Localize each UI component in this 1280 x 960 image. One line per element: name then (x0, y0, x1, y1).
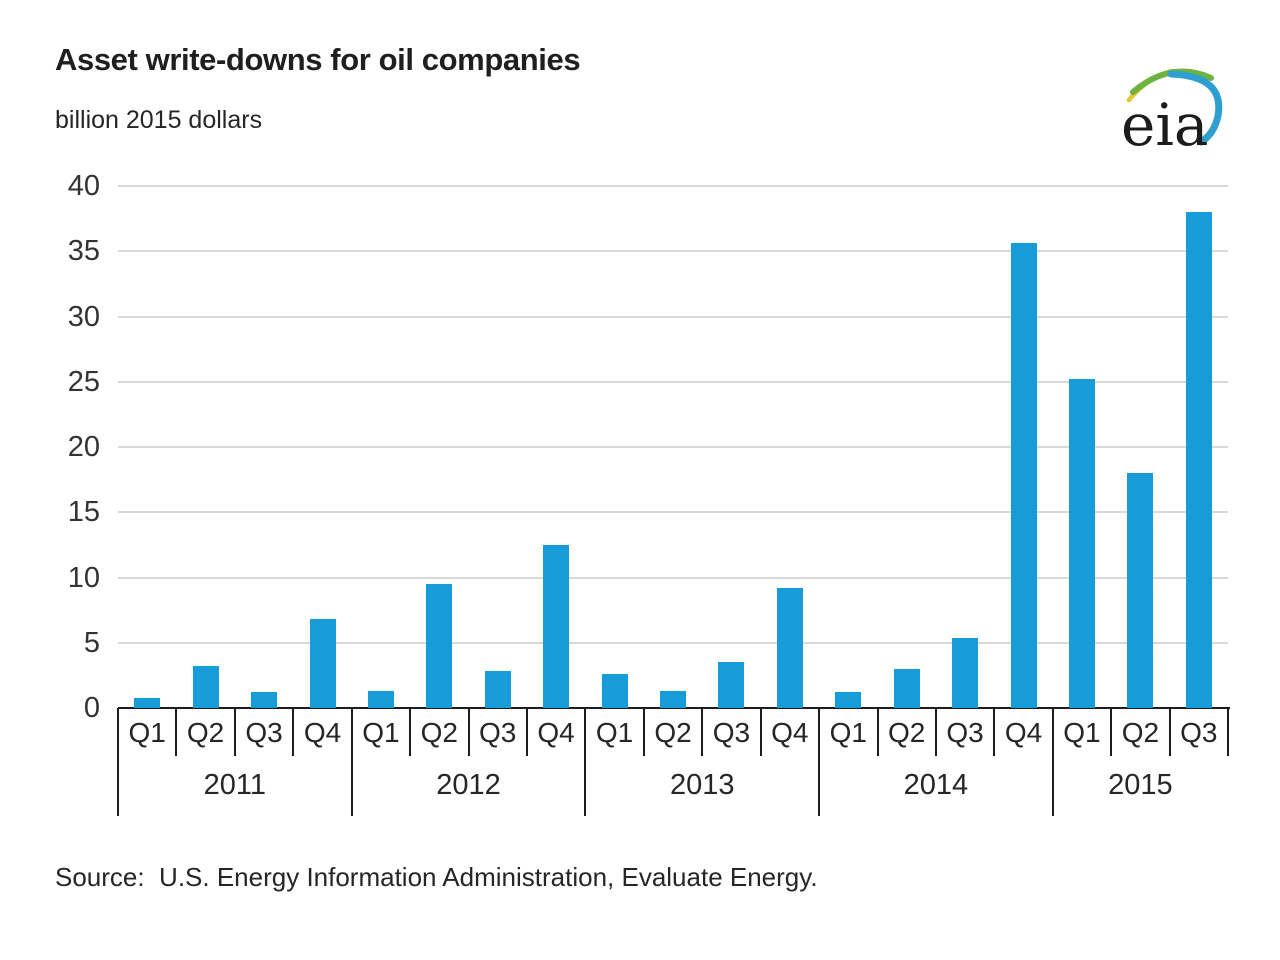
quarter-divider-line (1110, 708, 1113, 756)
year-divider-line (1051, 708, 1054, 816)
quarter-divider-line (701, 708, 704, 756)
chart-title: Asset write-downs for oil companies (55, 42, 581, 77)
bar (251, 692, 278, 708)
quarter-label: Q2 (654, 716, 692, 748)
year-label: 2013 (669, 768, 735, 801)
y-axis-tick-label: 35 (67, 235, 100, 268)
quarter-label: Q4 (537, 716, 575, 748)
quarter-label: Q4 (771, 716, 809, 748)
quarter-label: Q1 (362, 716, 400, 748)
year-divider-line (117, 708, 119, 816)
year-divider-line (350, 708, 353, 816)
bar (1185, 212, 1212, 708)
bar (1127, 473, 1154, 708)
quarter-divider-line (175, 708, 178, 756)
bar (718, 662, 745, 708)
eia-logo: eia (1115, 50, 1237, 159)
quarter-divider-line (642, 708, 645, 756)
quarter-label: Q4 (1004, 716, 1043, 748)
year-label: 2012 (436, 768, 501, 801)
gridline (118, 250, 1228, 253)
quarter-divider-line (409, 708, 412, 756)
year-divider-line (584, 708, 587, 816)
y-axis-tick-label: 30 (67, 300, 100, 333)
quarter-divider-line (934, 708, 937, 756)
bar (367, 691, 394, 708)
bar (426, 584, 453, 708)
logo-wordmark: eia (1121, 91, 1208, 158)
gridline (118, 576, 1228, 579)
plot-area: 0 5 10 15 20 25 30 35 40 Q1 Q2 Q3 Q4 Q1 Q2 Q3 Q4 Q1 Q2 Q3 Q4… (68, 170, 1230, 816)
quarter-label: Q3 (712, 716, 751, 748)
bar (484, 671, 511, 708)
quarter-label: Q3 (245, 716, 283, 748)
bar (776, 588, 803, 708)
x-axis-line (118, 707, 1230, 709)
y-axis-tick-label: 20 (67, 431, 100, 463)
quarter-label: Q1 (829, 716, 867, 748)
quarter-label: Q2 (420, 716, 458, 748)
bar (601, 674, 628, 708)
quarter-divider-line (292, 708, 295, 756)
quarter-divider-line (876, 708, 879, 756)
bar (543, 545, 570, 708)
chart-subtitle: billion 2015 dollars (55, 106, 263, 134)
bar (1068, 379, 1095, 708)
year-divider-line (818, 708, 821, 816)
bar (835, 692, 862, 708)
bar (1010, 243, 1037, 708)
quarter-label: Q2 (186, 716, 225, 748)
quarter-label: Q1 (1063, 716, 1101, 748)
bar (134, 698, 161, 708)
quarter-divider-line (1227, 708, 1229, 756)
y-axis-tick-label: 10 (67, 561, 100, 594)
y-axis-tick-label: 40 (67, 170, 100, 202)
y-axis-tick-label: 0 (83, 692, 100, 724)
quarter-divider-line (993, 708, 996, 756)
quarter-label: Q4 (303, 716, 342, 748)
year-label: 2014 (903, 768, 969, 801)
quarter-divider-line (759, 708, 762, 756)
bar (192, 666, 219, 708)
quarter-label: Q3 (946, 716, 984, 748)
quarter-label: Q3 (1180, 716, 1218, 748)
year-label: 2011 (203, 768, 267, 801)
bar (893, 669, 920, 708)
bar (309, 619, 336, 708)
bar (660, 691, 686, 708)
quarter-label: Q3 (479, 716, 517, 748)
quarter-divider-line (525, 708, 528, 756)
source-note: Source: U.S. Energy Information Administ… (55, 862, 818, 892)
gridline (118, 641, 1228, 644)
y-axis-tick-label: 5 (83, 626, 100, 659)
year-label: 2015 (1108, 768, 1173, 801)
quarter-label: Q2 (888, 716, 926, 748)
quarter-label: Q1 (595, 716, 634, 748)
gridline (118, 185, 1228, 187)
gridline (118, 511, 1228, 514)
gridline (118, 315, 1228, 318)
quarter-divider-line (233, 708, 236, 756)
bar (952, 638, 979, 708)
y-axis-tick-label: 25 (67, 365, 100, 398)
quarter-label: Q1 (128, 716, 166, 748)
gridline (118, 446, 1228, 448)
quarter-label: Q2 (1121, 716, 1160, 748)
y-axis-tick-label: 15 (67, 496, 100, 529)
quarter-divider-line (467, 708, 470, 756)
eia-logo-graphic: eia (1121, 68, 1223, 159)
logo-blue-swoosh (1167, 70, 1223, 146)
quarter-divider-line (1168, 708, 1171, 756)
gridline (118, 380, 1228, 383)
